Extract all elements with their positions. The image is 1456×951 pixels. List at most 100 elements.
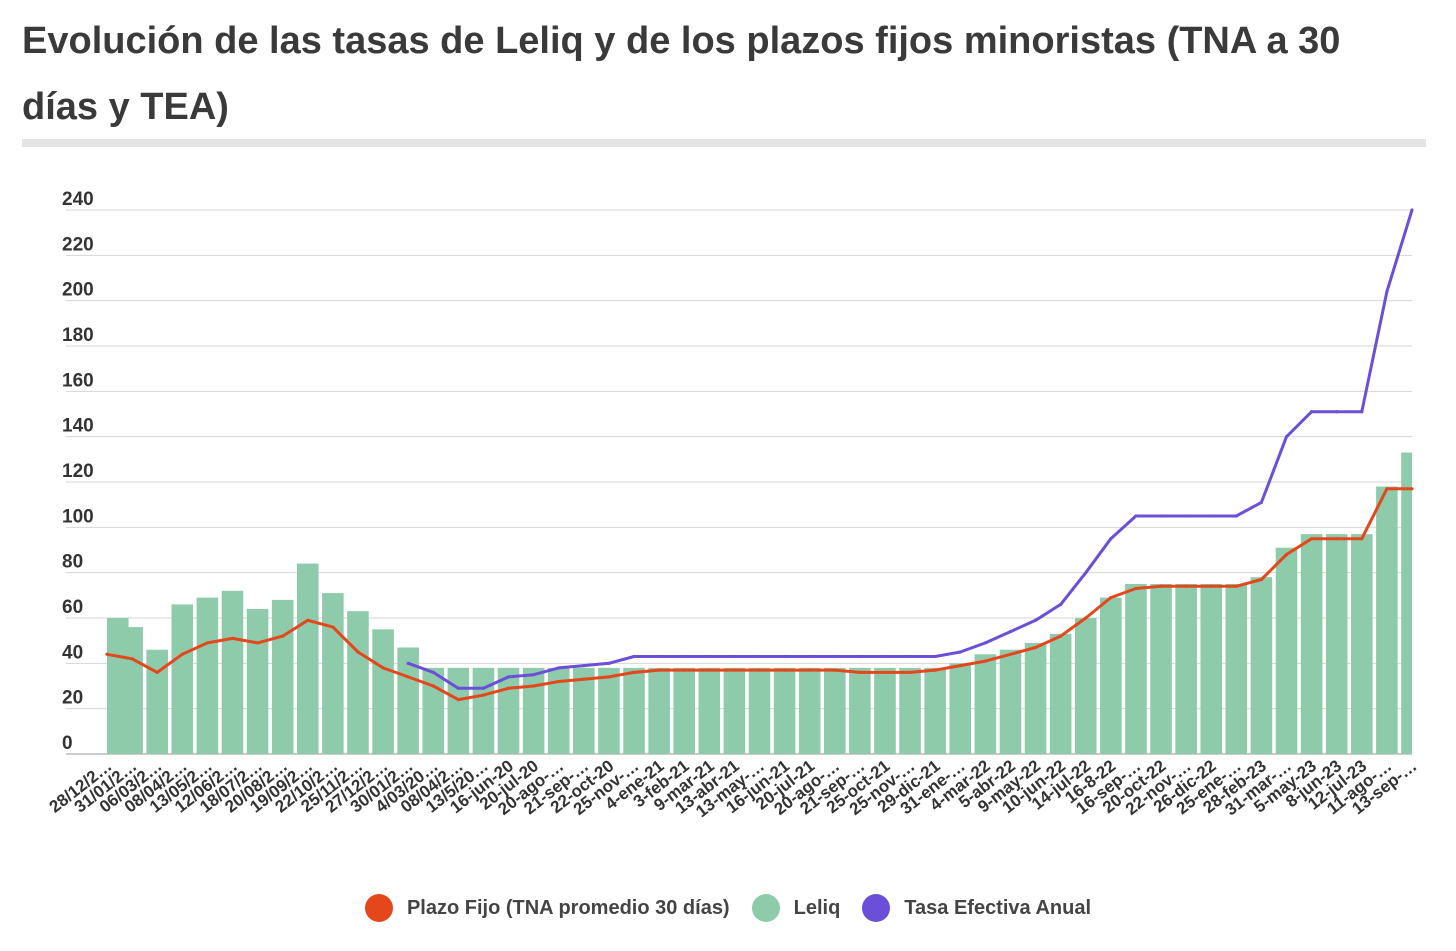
leliq-bar (899, 667, 921, 754)
chart-title: Evolución de las tasas de Leliq y de los… (22, 20, 1341, 128)
plazo-fijo-point (808, 668, 812, 672)
tea-point (582, 664, 586, 668)
leliq-bar (573, 667, 595, 754)
tea-point (1209, 514, 1213, 518)
legend-item-leliq[interactable]: Leliq (751, 894, 841, 922)
plazo-fijo-point (1209, 584, 1213, 588)
plazo-fijo-point (933, 668, 937, 672)
plazo-fijo-point (883, 670, 887, 675)
legend-swatch-tea (862, 894, 891, 922)
plazo-fijo-point (506, 686, 511, 690)
legend-label-leliq: Leliq (793, 896, 841, 919)
plazo-fijo-point (381, 666, 385, 670)
leliq-bar (1351, 534, 1373, 754)
plazo-fijo-point (1284, 552, 1289, 557)
tea-point (1184, 514, 1188, 518)
plazo-fijo-point (180, 652, 184, 656)
plazo-fijo-point (858, 670, 862, 675)
plazo-fijo-point (481, 693, 486, 697)
leliq-bar (447, 667, 470, 754)
tea-point (1410, 208, 1414, 212)
tea-point (532, 673, 536, 677)
leliq-bar (798, 667, 821, 754)
leliq-bar (623, 667, 645, 754)
tea-point (682, 654, 686, 659)
leliq-bar (1150, 584, 1172, 754)
leliq-bar (924, 667, 946, 754)
tea-point (908, 654, 912, 659)
y-tick-label: 220 (62, 234, 94, 255)
leliq-bar (823, 667, 846, 754)
leliq-bar (146, 649, 168, 754)
tea-point (933, 654, 937, 659)
leliq-bar (874, 667, 896, 754)
plazo-fijo-point (230, 636, 235, 640)
tea-point (958, 650, 962, 654)
leliq-bar (1049, 633, 1072, 754)
leliq-bar (1074, 618, 1097, 754)
legend: Plazo Fijo (TNA promedio 30 días) Leliq … (0, 888, 1456, 928)
tea-point (833, 654, 837, 659)
leliq-bar (1225, 584, 1248, 754)
leliq-bar (1300, 534, 1323, 754)
tea-point (481, 686, 486, 690)
legend-item-tea[interactable]: Tasa Efectiva Anual (862, 894, 1091, 922)
leliq-bar (1200, 584, 1223, 754)
leliq-bar (1376, 486, 1398, 754)
tea-point (1084, 571, 1088, 575)
leliq-bar (1275, 547, 1298, 754)
y-tick-label: 60 (62, 597, 83, 618)
plazo-fijo-point (1184, 584, 1188, 588)
tea-point (506, 675, 511, 679)
plazo-fijo-point (255, 641, 260, 645)
title-divider (22, 139, 1426, 147)
legend-swatch-plazo-fijo (364, 894, 393, 922)
plazo-fijo-point (1234, 584, 1238, 588)
leliq-bar (1125, 584, 1147, 754)
legend-label-tea: Tasa Efectiva Anual (904, 896, 1092, 919)
leliq-bar (322, 593, 344, 754)
leliq-bar (673, 667, 696, 754)
chart-area: 02040608010012014016018020022024028/12/2… (46, 189, 1421, 821)
plazo-fijo-point (833, 668, 837, 672)
tea-point (1284, 435, 1289, 439)
tea-point (1159, 514, 1163, 518)
leliq-bar (598, 667, 620, 754)
plazo-fijo-point (1109, 596, 1113, 600)
tea-point (883, 654, 887, 659)
tea-point (1109, 537, 1113, 541)
leliq-bar (271, 599, 294, 754)
plazo-fijo-point (632, 670, 636, 675)
plazo-fijo-point (130, 657, 134, 661)
plazo-fijo-point (582, 677, 586, 681)
plazo-fijo-point (1360, 537, 1364, 541)
y-tick-label: 240 (62, 189, 94, 210)
leliq-bar (748, 667, 771, 754)
tea-point (983, 641, 987, 645)
plazo-fijo-point (356, 650, 360, 654)
plazo-fijo-point (155, 670, 159, 675)
plazo-fijo-point (732, 668, 737, 672)
legend-swatch-leliq (751, 894, 780, 922)
y-tick-label: 80 (62, 552, 83, 573)
plazo-fijo-point (1084, 616, 1088, 620)
plazo-fijo-point (557, 679, 561, 684)
leliq-bar (347, 611, 369, 754)
leliq-bar (1100, 597, 1122, 754)
leliq-bar (296, 563, 319, 754)
plazo-fijo-point (1335, 537, 1339, 541)
plazo-fijo-point (406, 675, 410, 679)
leliq-bar (372, 629, 394, 754)
plazo-fijo-point (105, 652, 109, 656)
tea-point (557, 666, 561, 670)
y-tick-label: 40 (62, 642, 83, 663)
legend-item-plazo-fijo[interactable]: Plazo Fijo (TNA promedio 30 días) (364, 894, 730, 922)
y-tick-label: 180 (62, 325, 94, 346)
tea-point (607, 661, 611, 665)
tea-point (1335, 410, 1339, 414)
plazo-fijo-point (306, 618, 310, 622)
legend-label-plazo-fijo: Plazo Fijo (TNA promedio 30 días) (406, 896, 730, 919)
y-tick-label: 140 (62, 416, 94, 437)
tea-point (456, 686, 460, 690)
y-tick-label: 160 (62, 370, 94, 391)
